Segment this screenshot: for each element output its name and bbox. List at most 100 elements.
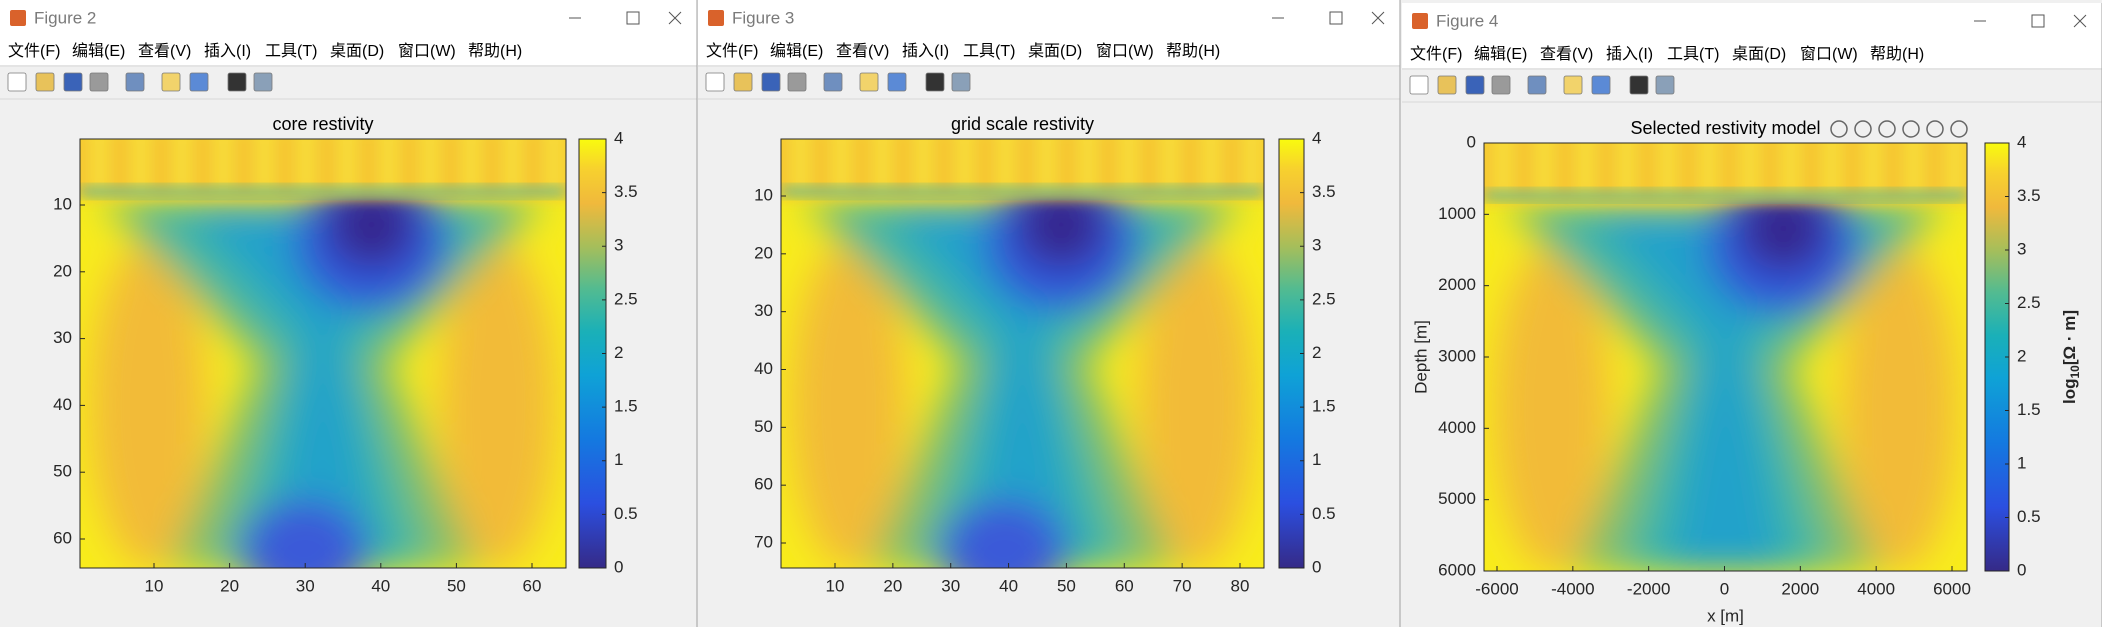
menu-item[interactable]: 插入(I)	[902, 42, 949, 60]
toolbar-button[interactable]	[1409, 75, 1429, 95]
close-button[interactable]	[668, 11, 682, 25]
window-title: Figure 2	[34, 8, 96, 27]
toolbar-button[interactable]	[733, 72, 753, 92]
menu-item[interactable]: 查看(V)	[138, 42, 191, 60]
x-tick-label: 10	[145, 576, 164, 595]
axes-toolbar-button[interactable]	[1878, 120, 1896, 138]
menu-item[interactable]: 查看(V)	[1540, 45, 1593, 63]
toolbar-button[interactable]	[1563, 75, 1583, 95]
toolbar-button[interactable]	[253, 72, 273, 92]
toolbar-button[interactable]	[787, 72, 807, 92]
maximize-button[interactable]	[2031, 14, 2045, 28]
toolbar-button[interactable]	[761, 72, 781, 92]
menu-item[interactable]: 编辑(E)	[770, 42, 823, 60]
y-tick-label: 4000	[1438, 418, 1476, 437]
axes-box	[79, 138, 567, 569]
x-tick-label: 0	[1720, 579, 1729, 598]
menu-item[interactable]: 文件(F)	[1410, 45, 1462, 63]
toolbar-button[interactable]	[1465, 75, 1485, 95]
heat-stripe	[1698, 143, 1719, 195]
menu-item[interactable]: 插入(I)	[204, 42, 251, 60]
y-tick-label: 3000	[1438, 346, 1476, 365]
colorbar-tick-label: 0	[2017, 560, 2026, 579]
toolbar-button[interactable]	[1437, 75, 1457, 95]
menu-item[interactable]: 窗口(W)	[398, 42, 456, 60]
menu-item[interactable]: 窗口(W)	[1800, 45, 1858, 63]
heat-deep	[1017, 181, 1105, 268]
toolbar-button[interactable]	[951, 72, 971, 92]
maximize-button[interactable]	[1329, 11, 1343, 25]
heat-stripe	[954, 139, 975, 191]
close-button[interactable]	[2073, 14, 2087, 28]
toolbar-button[interactable]	[189, 72, 209, 92]
toolbar-button[interactable]	[887, 72, 907, 92]
toolbar-button[interactable]	[859, 72, 879, 92]
colorbar-tick-label: 3.5	[614, 182, 638, 201]
axes-toolbar-button[interactable]	[1926, 120, 1944, 138]
y-tick-label: 0	[1467, 132, 1476, 151]
toolbar-button[interactable]	[925, 72, 945, 92]
toolbar-button[interactable]	[1591, 75, 1611, 95]
axes-title: core restivity	[272, 114, 373, 134]
toolbar-button[interactable]	[63, 72, 83, 92]
menu-item[interactable]: 文件(F)	[706, 42, 758, 60]
toolbar-button[interactable]	[1491, 75, 1511, 95]
maximize-button[interactable]	[626, 11, 640, 25]
x-tick-label: 30	[296, 576, 315, 595]
window-title: Figure 3	[732, 8, 794, 27]
toolbar-button[interactable]	[125, 72, 145, 92]
heat-stripe	[1242, 139, 1262, 191]
menu-item[interactable]: 窗口(W)	[1096, 42, 1154, 60]
menu-item[interactable]: 工具(T)	[265, 43, 317, 60]
heat-stripe	[1078, 139, 1098, 191]
menu-item[interactable]: 桌面(D)	[1028, 42, 1082, 60]
menu-item[interactable]: 编辑(E)	[1474, 45, 1527, 63]
heat-blend	[1493, 177, 1958, 571]
toolbar-button[interactable]	[1629, 75, 1649, 95]
toolbar-button[interactable]	[89, 72, 109, 92]
x-tick-label: 60	[523, 576, 542, 595]
title-bar	[0, 0, 697, 37]
colorbar-tick-label: 3	[2017, 239, 2026, 258]
heat-stripe	[544, 139, 564, 191]
toolbar-button[interactable]	[7, 72, 27, 92]
menu-item[interactable]: 帮助(H)	[468, 42, 522, 60]
colorbar-tick-label: 1.5	[614, 397, 638, 416]
heat-blue	[240, 499, 367, 568]
heat-stripe	[1657, 143, 1678, 195]
toolbar-button[interactable]	[227, 72, 247, 92]
menu-item[interactable]: 桌面(D)	[1732, 45, 1786, 63]
toolbar-button[interactable]	[1655, 75, 1675, 95]
axes-toolbar-button[interactable]	[1854, 120, 1872, 138]
heat-stripe	[213, 139, 234, 191]
toolbar-button[interactable]	[823, 72, 843, 92]
toolbar-button[interactable]	[35, 72, 55, 92]
axes-toolbar-button[interactable]	[1830, 120, 1848, 138]
heat-stripe	[1781, 143, 1801, 195]
toolbar-button[interactable]	[705, 72, 725, 92]
menu-item[interactable]: 工具(T)	[1667, 46, 1719, 63]
axes-toolbar-button[interactable]	[1902, 120, 1920, 138]
heat-stripe	[913, 139, 934, 191]
colorbar-tick-label: 2	[2017, 346, 2026, 365]
x-tick-label: 40	[999, 576, 1018, 595]
heat-stripe	[1201, 139, 1221, 191]
menu-item[interactable]: 文件(F)	[8, 42, 60, 60]
toolbar-button[interactable]	[1527, 75, 1547, 95]
heat-stripe	[502, 139, 523, 191]
heat-stripe	[872, 139, 893, 191]
menu-item[interactable]: 桌面(D)	[330, 42, 384, 60]
heat-edge	[80, 186, 566, 197]
toolbar-button[interactable]	[161, 72, 181, 92]
menu-item[interactable]: 帮助(H)	[1166, 42, 1220, 60]
y-tick-label: 40	[754, 359, 773, 378]
menu-item[interactable]: 工具(T)	[963, 43, 1015, 60]
menu-item[interactable]: 查看(V)	[836, 42, 889, 60]
close-button[interactable]	[1371, 11, 1385, 25]
heat-stripe	[995, 139, 1016, 191]
menu-item[interactable]: 插入(I)	[1606, 45, 1653, 63]
menu-item[interactable]: 编辑(E)	[72, 42, 125, 60]
menu-item[interactable]: 帮助(H)	[1870, 45, 1924, 63]
axes-toolbar-button[interactable]	[1950, 120, 1968, 138]
menu-bar	[698, 37, 1400, 65]
